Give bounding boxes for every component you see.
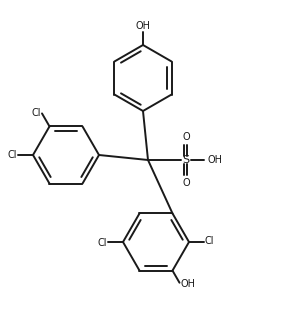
Text: OH: OH: [208, 155, 223, 165]
Text: S: S: [183, 155, 190, 165]
Text: O: O: [182, 178, 190, 188]
Text: Cl: Cl: [205, 236, 215, 246]
Text: OH: OH: [181, 279, 196, 289]
Text: Cl: Cl: [8, 150, 17, 160]
Text: Cl: Cl: [31, 108, 41, 118]
Text: O: O: [182, 132, 190, 142]
Text: OH: OH: [136, 21, 151, 31]
Text: Cl: Cl: [98, 238, 107, 248]
